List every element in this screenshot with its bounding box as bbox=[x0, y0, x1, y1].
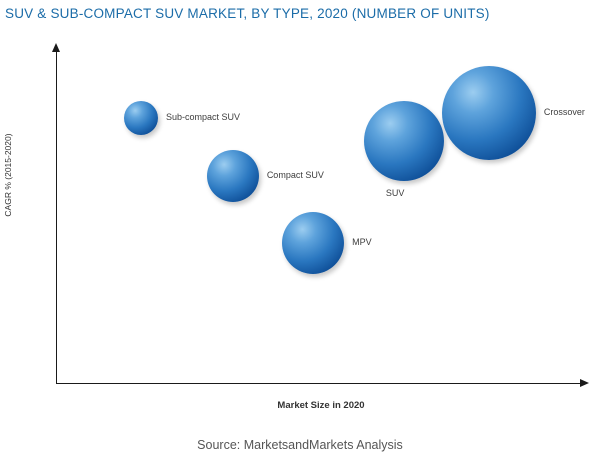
y-axis-line bbox=[56, 52, 57, 383]
x-axis-label: Market Size in 2020 bbox=[277, 400, 365, 411]
bubble-label: Sub-compact SUV bbox=[165, 111, 240, 122]
bubble-label: MPV bbox=[352, 237, 372, 248]
source-attribution: Source: MarketsandMarkets Analysis bbox=[197, 438, 403, 452]
x-axis-line bbox=[56, 383, 581, 384]
bubble-label: Compact SUV bbox=[266, 169, 324, 180]
bubble-label: SUV bbox=[385, 187, 405, 198]
bubble-crossover bbox=[441, 65, 536, 160]
bubble-label: Crossover bbox=[543, 106, 585, 117]
bubble-mpv bbox=[282, 212, 345, 275]
bubble-compact-suv bbox=[206, 149, 259, 202]
y-axis-label: CAGR % (2015-2020) bbox=[3, 133, 13, 217]
y-axis-arrow-icon bbox=[52, 43, 60, 52]
plot-area: Sub-compact SUV Compact SUV MPV SUV Crossove… bbox=[57, 50, 585, 383]
chart-title: SUV & SUB-COMPACT SUV MARKET, BY TYPE, 2… bbox=[5, 6, 490, 21]
x-axis-arrow-icon bbox=[580, 379, 589, 387]
bubble-suv bbox=[363, 100, 444, 181]
bubble-sub-compact-suv bbox=[123, 100, 158, 135]
